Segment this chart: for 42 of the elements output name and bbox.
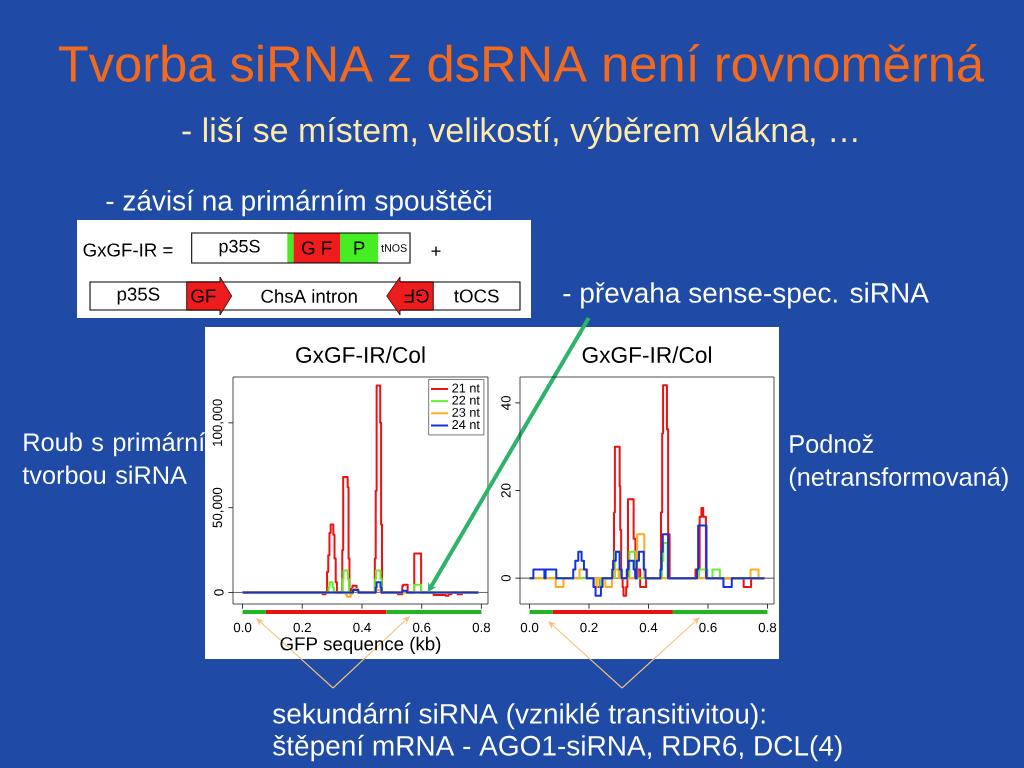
x-axis-title: GFP sequence (kb) — [280, 636, 441, 655]
x-tick-label: 0.2 — [580, 622, 598, 633]
chart-title: GxGF-IR/Col — [296, 346, 425, 363]
legend-label: 23 nt — [452, 407, 480, 417]
legend-label: 24 nt — [452, 420, 480, 430]
y-tick-label: 0 — [501, 574, 511, 582]
text: p35S — [219, 239, 260, 257]
x-tick-label: 0.4 — [353, 622, 371, 633]
y-tick-label: 20 — [501, 483, 511, 498]
text: tNOS — [381, 244, 407, 252]
x-tick-label: 0.2 — [293, 622, 311, 633]
x-tick-label: 0.6 — [412, 622, 431, 633]
text: P — [354, 241, 365, 255]
text: GF — [404, 289, 429, 303]
x-tick-label: 0.4 — [639, 622, 658, 633]
text: sekundární siRNA (vzniklé transitivitou): — [273, 702, 765, 730]
text: ChsA intron — [261, 289, 357, 303]
legend-label: 21 nt — [452, 383, 480, 393]
x-tick-label: 0.0 — [233, 622, 252, 633]
text: - liší se místem, velikostí, výběrem vlákna, … — [182, 116, 857, 150]
y-tick-label: 0 — [214, 589, 224, 596]
x-tick-label: 0.0 — [520, 622, 539, 633]
x-tick-label: 0.8 — [472, 622, 491, 633]
legend-label: 22 nt — [452, 395, 480, 405]
text: GxGF-IR = — [83, 243, 173, 257]
text: tOCS — [454, 289, 499, 303]
text: Roub s primární tvorbou siRNA — [22, 432, 206, 485]
text: p35S — [117, 287, 160, 305]
text: Podnož (netransformovaná) — [789, 434, 1008, 491]
text: Tvorba siRNA z dsRNA není rovnoměrná — [58, 44, 985, 82]
y-tick-label: 40 — [501, 395, 511, 410]
annotation: - převaha sense-spec. siRNA — [563, 282, 929, 309]
y-tick-label: 100,000 — [212, 399, 224, 446]
text: G F — [302, 241, 332, 255]
x-tick-label: 0.6 — [699, 622, 717, 633]
text: GF — [191, 289, 216, 303]
y-tick-label: 50,000 — [212, 487, 224, 528]
text: štěpení mRNA - AGO1-siRNA, RDR6, DCL(4) — [273, 734, 842, 762]
chart-title: GxGF-IR/Col — [582, 346, 711, 363]
x-tick-label: 0.8 — [758, 622, 777, 633]
text: - závisí na primárním spouštěči — [106, 189, 491, 217]
text: + — [431, 246, 441, 256]
